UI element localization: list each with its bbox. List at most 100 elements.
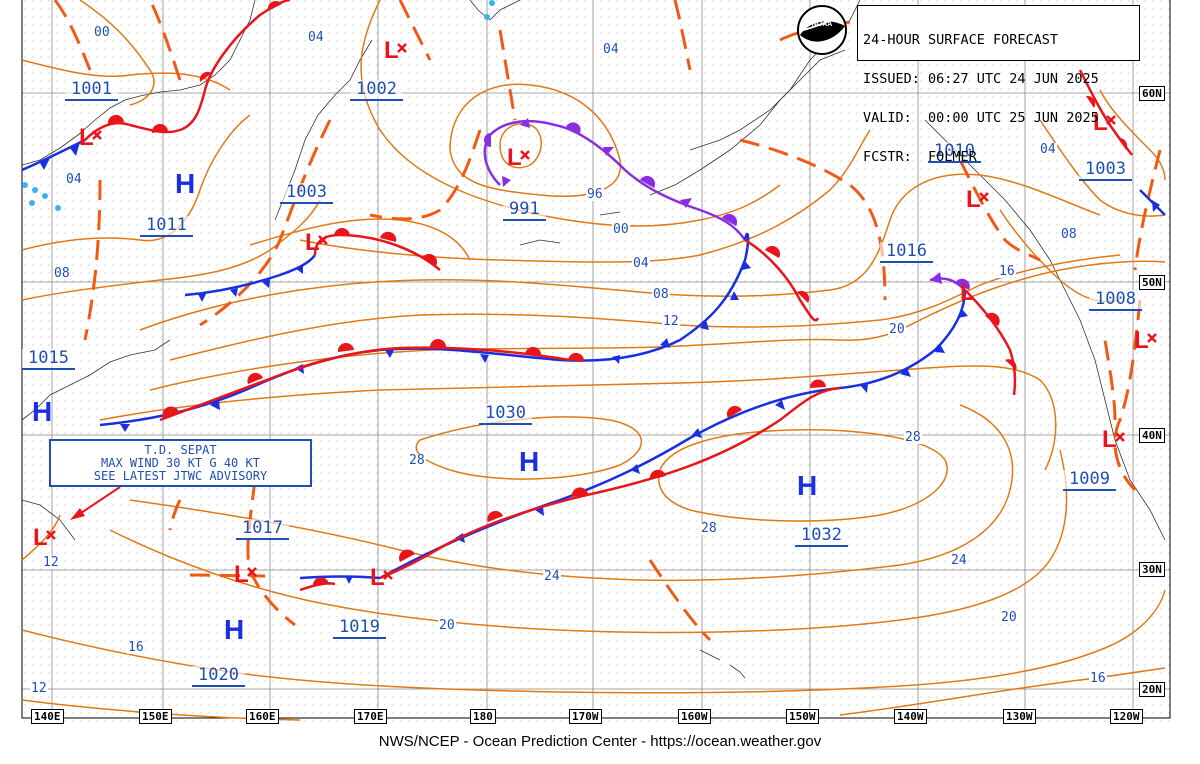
pressure-label-1003: 1003 [280, 183, 333, 204]
lon-label-160e: 160E [246, 709, 279, 724]
isobar-label: 00 [612, 222, 630, 237]
noaa-logo-text: NOAA [812, 21, 833, 28]
isobar-label: 04 [65, 172, 83, 187]
isobar-label: 24 [950, 553, 968, 568]
pressure-label-1003-east: 1003 [1079, 160, 1132, 181]
high-center-1032: H [797, 470, 818, 501]
cyan-markers [22, 0, 495, 211]
lon-label-130w: 130W [1003, 709, 1036, 724]
pressure-label-1030: 1030 [479, 404, 532, 425]
issued-time: ISSUED: 06:27 UTC 24 JUN 2025 [863, 71, 1099, 87]
isobar-label: 08 [652, 287, 670, 302]
isobar-label: 12 [30, 681, 48, 696]
low-center-1008: L [1134, 327, 1149, 354]
pressure-label-1016: 1016 [880, 242, 933, 263]
isobar-label: 08 [53, 266, 71, 281]
high-center-1011: H [175, 168, 196, 199]
isobar-label: 04 [632, 256, 650, 271]
footer-credit: NWS/NCEP - Ocean Prediction Center - htt… [378, 733, 822, 750]
td-arrow [70, 486, 121, 520]
high-center-1020: H [224, 614, 245, 645]
lon-label-150w: 150W [786, 709, 819, 724]
lon-label-160w: 160W [678, 709, 711, 724]
high-center-1015: H [32, 396, 53, 427]
isobar-label: 20 [1000, 610, 1018, 625]
low-center-1002: L [384, 37, 399, 64]
lon-label-150e: 150E [139, 709, 172, 724]
lon-label-170e: 170E [354, 709, 387, 724]
forecast-title: 24-HOUR SURFACE FORECAST [863, 32, 1059, 48]
isobar-label: 12 [662, 314, 680, 329]
pressure-label-1032: 1032 [795, 526, 848, 547]
pressure-label-1008: 1008 [1089, 290, 1142, 311]
low-center-1009: L [1102, 426, 1117, 453]
isobar-label: 16 [1089, 671, 1107, 686]
warm-front-bumps [107, 0, 1128, 587]
td-advisory-line2: MAX WIND 30 KT G 40 KT [101, 456, 260, 470]
low-center-991: L [507, 144, 522, 171]
isobar-label: 08 [1060, 227, 1078, 242]
isobar-label: 00 [93, 25, 111, 40]
td-advisory-box: T.D. SEPAT MAX WIND 30 KT G 40 KT SEE LA… [49, 439, 312, 487]
low-center-td: L [33, 524, 48, 551]
pressure-label-1009: 1009 [1063, 470, 1116, 491]
valid-time: VALID: 00:00 UTC 25 JUN 2025 [863, 110, 1099, 126]
pressure-label-1015: 1015 [22, 349, 75, 370]
lon-label-140w: 140W [894, 709, 927, 724]
pressure-label-1002: 1002 [350, 80, 403, 101]
low-x-marks [46, 43, 1157, 580]
isobar-label: 28 [904, 430, 922, 445]
forecaster: FCSTR: FOLMER [863, 149, 977, 165]
pressure-label-1020: 1020 [192, 666, 245, 687]
isobar-label: 20 [438, 618, 456, 633]
isobar-label: 20 [888, 322, 906, 337]
cold-front-barbs [40, 142, 1160, 584]
td-advisory-line1: T.D. SEPAT [144, 443, 217, 457]
isobar-label: 16 [998, 264, 1016, 279]
isobar-label: 24 [543, 569, 561, 584]
occluded-front [483, 118, 747, 241]
low-center-1017: L [234, 561, 249, 588]
low-center-1003-east: L [1093, 109, 1108, 136]
lat-label-60n: 60N [1139, 86, 1165, 101]
troughs [53, 0, 1162, 642]
pressure-label-1019: 1019 [333, 618, 386, 639]
low-center-1010: L [966, 186, 981, 213]
pressure-label-1011: 1011 [140, 216, 193, 237]
lon-label-140e: 140E [31, 709, 64, 724]
lon-label-170w: 170W [569, 709, 602, 724]
lat-label-30n: 30N [1139, 562, 1165, 577]
low-center-1019: L [370, 564, 385, 591]
high-center-1030: H [519, 446, 540, 477]
isobar-label: 16 [127, 640, 145, 655]
pressure-label-1010: 1010 [928, 142, 981, 163]
td-advisory-line3: SEE LATEST JTWC ADVISORY [93, 469, 268, 483]
low-center-1003: L [305, 229, 320, 256]
isobar-label: 04 [1039, 142, 1057, 157]
pressure-label-1017: 1017 [236, 519, 289, 540]
warm-fronts [84, 0, 1133, 592]
isobar-label: 28 [700, 521, 718, 536]
lat-label-40n: 40N [1139, 428, 1165, 443]
lat-label-20n: 20N [1139, 682, 1165, 697]
grid-dots [22, 0, 1170, 727]
isobar-label: 12 [42, 555, 60, 570]
forecast-header-box: 24-HOUR SURFACE FORECAST ISSUED: 06:27 U… [857, 5, 1140, 164]
low-center-1001: L [79, 124, 94, 151]
low-center-occluded-east: L [960, 279, 975, 306]
isobar-label: 04 [602, 42, 620, 57]
lon-label-120w: 120W [1110, 709, 1143, 724]
lon-label-180: 180 [470, 709, 496, 724]
isobar-label: 04 [307, 30, 325, 45]
isobar-label: 96 [586, 187, 604, 202]
lat-label-50n: 50N [1139, 275, 1165, 290]
occluded-front-east [929, 272, 970, 291]
pressure-label-1001: 1001 [65, 80, 118, 101]
isobar-label: 28 [408, 453, 426, 468]
noaa-logo [797, 5, 847, 55]
pressure-label-991: 991 [503, 200, 546, 221]
